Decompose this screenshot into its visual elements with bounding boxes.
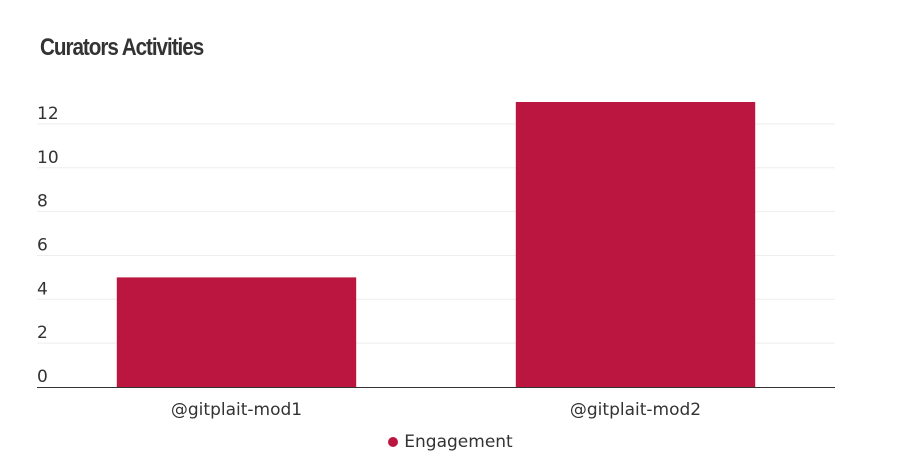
bar[interactable]: [515, 102, 756, 387]
chart-title: Curators Activities: [40, 34, 204, 61]
legend[interactable]: Engagement: [1, 429, 899, 455]
x-tick-label: @gitplait-mod2: [570, 400, 701, 420]
y-tick-label: 10: [37, 148, 59, 168]
y-tick-label: 2: [37, 323, 48, 343]
x-axis-labels: @gitplait-mod1 @gitplait-mod2: [171, 400, 701, 420]
y-tick-label: 8: [37, 192, 48, 212]
y-tick-label: 4: [37, 279, 48, 299]
y-axis-ticks: 0 2 4 6 8 10 12: [37, 104, 59, 387]
x-tick-label: @gitplait-mod1: [171, 400, 302, 420]
legend-marker-icon: [388, 437, 399, 447]
bar[interactable]: [116, 277, 357, 387]
legend-label: Engagement: [404, 432, 513, 452]
y-tick-label: 0: [37, 367, 48, 387]
y-tick-label: 6: [37, 235, 48, 255]
y-tick-label: 12: [37, 104, 59, 124]
bars: [116, 102, 756, 387]
